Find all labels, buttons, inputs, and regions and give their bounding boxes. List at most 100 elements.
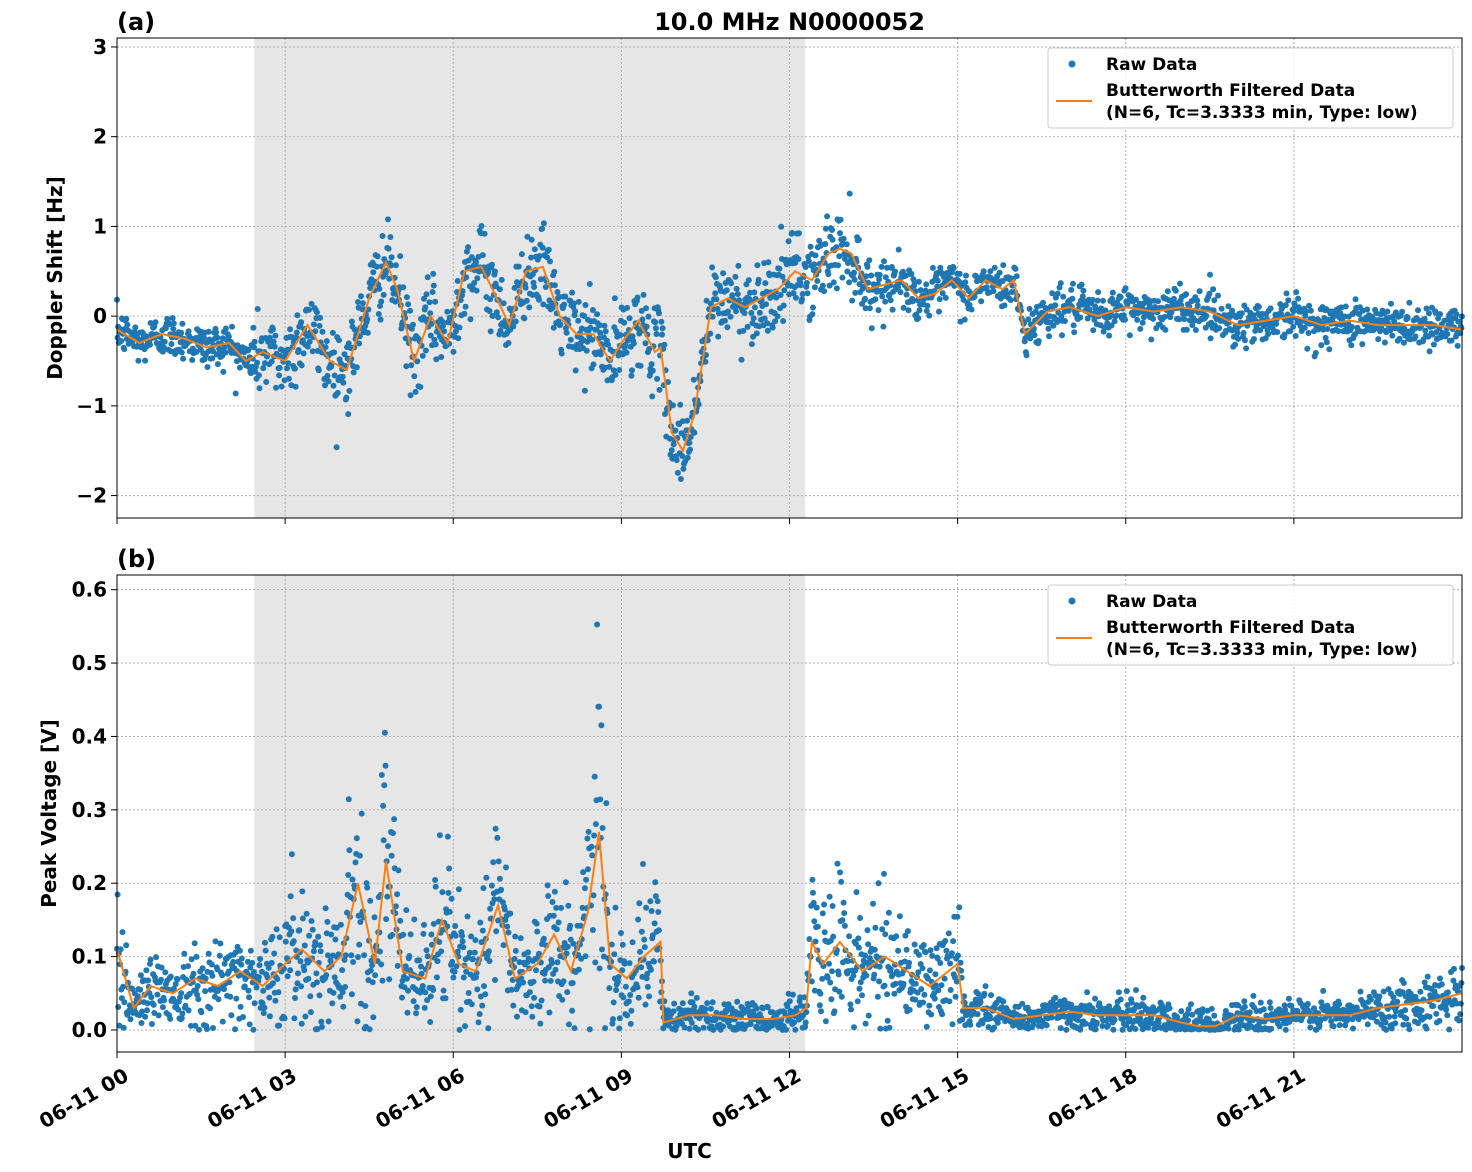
pb-raw-point — [514, 1013, 520, 1020]
pa-raw-point — [996, 269, 1003, 276]
pa-raw-point — [776, 265, 783, 272]
pa-raw-point — [963, 272, 969, 279]
panel-a-legend-box — [1047, 47, 1454, 129]
pa-raw-point — [498, 276, 505, 283]
pa-raw-point — [493, 309, 500, 316]
pa-raw-point — [1106, 332, 1113, 339]
pb-raw-point — [602, 1025, 609, 1032]
pb-raw-point — [591, 773, 598, 780]
pb-raw-point — [342, 984, 349, 990]
pa-raw-point — [661, 341, 668, 348]
pa-raw-point — [550, 324, 557, 331]
pa-raw-point — [1348, 342, 1355, 349]
pb-raw-point — [205, 950, 212, 957]
pa-raw-point — [1396, 335, 1403, 342]
pb-raw-point — [1433, 1010, 1440, 1017]
pa-raw-point — [450, 348, 457, 355]
pa-raw-point — [433, 356, 440, 363]
pa-raw-point — [572, 367, 579, 374]
pb-raw-point — [626, 960, 633, 967]
pa-raw-point — [956, 270, 963, 277]
pa-raw-point — [936, 296, 943, 303]
pa-raw-point — [799, 291, 806, 297]
pa-raw-point — [1448, 337, 1455, 344]
pa-raw-point — [471, 280, 478, 286]
pb-raw-point — [810, 889, 816, 896]
pb-raw-point — [1400, 980, 1407, 986]
pa-raw-point — [1257, 327, 1264, 334]
pb-raw-point — [625, 998, 632, 1005]
pa-raw-point — [888, 264, 895, 270]
pa-raw-point — [545, 246, 552, 253]
pa-raw-point — [268, 358, 275, 365]
pb-raw-point — [1451, 965, 1457, 972]
pb-raw-point — [844, 958, 851, 965]
pb-raw-point — [474, 986, 481, 993]
pb-raw-point — [621, 960, 628, 967]
panel-b-label: (b) — [117, 545, 156, 573]
pb-raw-point — [1111, 1016, 1118, 1023]
pb-raw-point — [565, 902, 572, 909]
pb-raw-point — [247, 964, 254, 971]
pa-raw-point — [587, 324, 594, 331]
pa-raw-point — [605, 341, 612, 348]
pb-raw-point — [932, 971, 939, 978]
pb-raw-point — [1322, 1015, 1328, 1022]
pa-raw-point — [804, 290, 811, 297]
pb-raw-point — [709, 999, 716, 1006]
pa-raw-point — [589, 336, 596, 343]
pb-raw-point — [528, 1003, 535, 1010]
pa-raw-point — [923, 281, 930, 288]
pa-raw-point — [881, 258, 887, 265]
pb-raw-point — [1000, 998, 1007, 1005]
pa-raw-point — [403, 363, 410, 370]
pb-raw-point — [646, 993, 653, 1000]
x-tick-label: 06-11 00 — [35, 1063, 133, 1133]
pb-raw-point — [427, 1019, 434, 1025]
pb-raw-point — [344, 909, 350, 916]
pb-raw-point — [468, 933, 475, 940]
pb-raw-point — [575, 966, 582, 973]
pb-raw-point — [442, 995, 449, 1002]
pb-raw-point — [624, 1012, 631, 1019]
pa-raw-point — [677, 401, 684, 408]
pa-raw-point — [968, 306, 975, 313]
pb-raw-point — [479, 1002, 486, 1009]
pa-raw-point — [314, 309, 320, 316]
pb-raw-point — [299, 915, 306, 922]
pb-raw-point — [147, 960, 153, 967]
pb-raw-point — [559, 996, 566, 1003]
pa-raw-point — [672, 427, 679, 434]
pa-raw-point — [454, 278, 461, 284]
pb-raw-point — [1048, 1014, 1055, 1021]
pa-raw-point — [524, 233, 531, 240]
pa-raw-point — [980, 268, 987, 275]
pb-raw-point — [610, 999, 617, 1006]
pb-raw-point — [432, 877, 439, 883]
pa-raw-point — [656, 386, 663, 393]
pb-raw-point — [1063, 1026, 1070, 1033]
pb-raw-point — [1166, 1005, 1173, 1012]
pb-raw-point — [929, 952, 936, 959]
panel-b-legend-raw-marker — [1068, 597, 1076, 605]
pa-raw-point — [1216, 325, 1223, 332]
pa-raw-point — [575, 317, 582, 324]
pb-raw-point — [318, 1023, 325, 1030]
pa-raw-point — [679, 418, 686, 425]
pb-raw-point — [949, 1021, 956, 1028]
pb-raw-point — [460, 944, 467, 951]
pa-raw-point — [802, 264, 809, 270]
pa-raw-point — [754, 262, 761, 269]
pb-raw-point — [314, 979, 320, 986]
pa-raw-point — [1026, 305, 1033, 312]
pb-raw-point — [271, 950, 278, 957]
pa-raw-point — [821, 288, 828, 295]
pb-raw-point — [273, 926, 280, 933]
pa-raw-point — [386, 275, 393, 282]
pa-raw-point — [510, 323, 517, 330]
pa-raw-point — [336, 337, 342, 344]
pb-raw-point — [378, 772, 385, 778]
pb-raw-point — [121, 999, 128, 1006]
pb-raw-point — [784, 1003, 791, 1010]
pb-raw-point — [288, 851, 295, 858]
